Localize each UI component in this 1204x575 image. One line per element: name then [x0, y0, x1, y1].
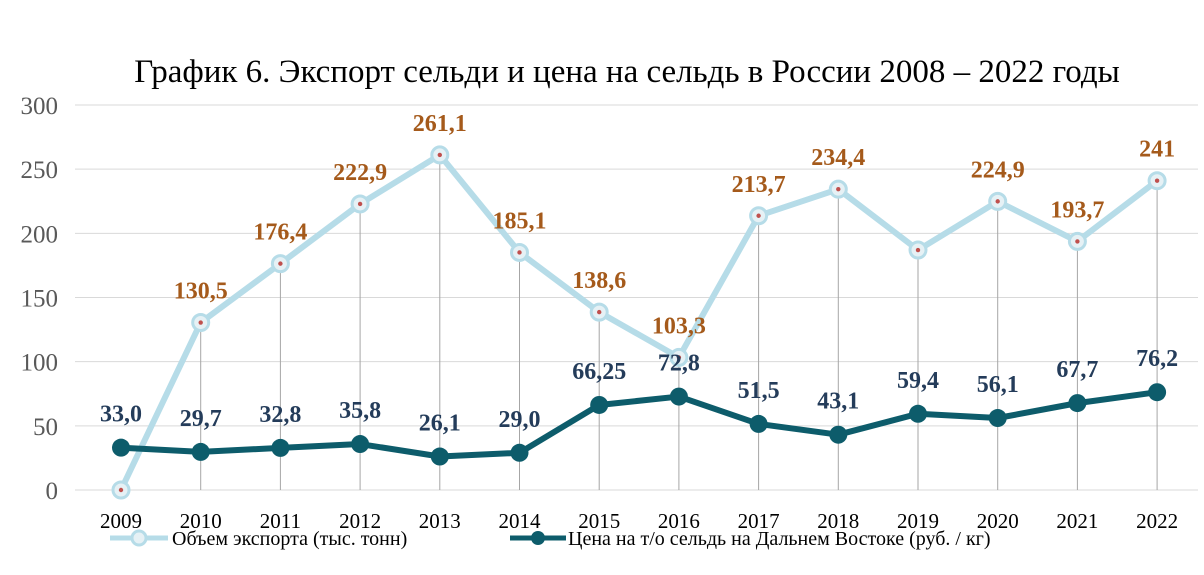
price-point — [271, 438, 290, 457]
price-point — [988, 409, 1007, 428]
price-data-label: 76,2 — [1136, 346, 1178, 372]
legend-marker-price — [531, 531, 545, 545]
price-data-label: 67,7 — [1056, 357, 1098, 383]
export-data-label: 103,3 — [652, 313, 706, 339]
export-point — [836, 186, 841, 192]
chart-legend: Объем экспорта (тыс. тонн) Цена на т/о с… — [110, 528, 991, 550]
price-data-label: 56,1 — [977, 372, 1019, 398]
x-tick-label: 2017 — [738, 509, 780, 533]
price-data-label: 35,8 — [339, 398, 381, 424]
y-tick-label: 50 — [33, 414, 58, 441]
legend-label-price: Цена на т/о сельдь на Дальнем Востоке (р… — [568, 528, 991, 550]
price-data-label: 72,8 — [658, 351, 700, 377]
export-data-label: 193,7 — [1050, 197, 1104, 223]
export-data-label: 185,1 — [493, 208, 547, 234]
legend-label-export: Объем экспорта (тыс. тонн) — [172, 528, 407, 550]
x-tick-label: 2011 — [260, 509, 301, 533]
export-data-label: 224,9 — [971, 157, 1025, 183]
price-point — [351, 435, 370, 454]
price-point — [1068, 394, 1087, 413]
y-tick-label: 300 — [21, 93, 59, 120]
price-data-label: 51,5 — [738, 378, 780, 404]
price-point — [510, 443, 529, 462]
price-data-label: 29,7 — [180, 406, 222, 432]
export-point — [756, 213, 761, 218]
y-tick-label: 200 — [21, 221, 59, 248]
price-point — [430, 447, 449, 466]
export-point — [278, 261, 283, 266]
price-point — [191, 442, 210, 461]
x-tick-label: 2018 — [817, 509, 859, 533]
series-export-line — [118, 151, 1159, 492]
export-point — [517, 250, 522, 255]
x-tick-label: 2016 — [658, 509, 700, 533]
x-tick-label: 2021 — [1056, 509, 1098, 533]
x-tick-label: 2022 — [1136, 509, 1178, 533]
chart-title: График 6. Экспорт сельди и цена на сельд… — [134, 54, 1120, 90]
legend-item-export: Объем экспорта (тыс. тонн) — [110, 528, 407, 550]
price-data-label: 26,1 — [419, 411, 461, 437]
x-tick-label: 2014 — [499, 509, 542, 533]
legend-item-price: Цена на т/о сельдь на Дальнем Востоке (р… — [510, 528, 991, 550]
export-point — [437, 152, 442, 158]
x-tick-label: 2013 — [419, 509, 461, 533]
price-point — [749, 414, 768, 433]
price-point — [829, 425, 848, 444]
x-tick-label: 2015 — [578, 509, 620, 533]
price-point — [909, 404, 927, 423]
price-data-label: 32,8 — [259, 402, 301, 428]
export-point — [597, 309, 602, 315]
export-point — [357, 201, 363, 207]
export-data-label: 176,4 — [253, 220, 307, 246]
x-axis-ticks: 2009 2010 2011 2012 2013 2014 2015 2016 2017 2018… — [100, 509, 1178, 533]
price-point — [590, 395, 609, 414]
legend-marker-export — [130, 529, 148, 547]
export-point — [995, 199, 1000, 204]
x-tick-label: 2020 — [977, 509, 1019, 533]
series-price-line — [120, 389, 1158, 460]
export-point — [1154, 178, 1160, 183]
y-tick-label: 100 — [21, 350, 59, 377]
y-tick-label: 0 — [46, 478, 59, 505]
y-axis-ticks: 0 50 100 150 200 250 300 — [21, 93, 59, 505]
x-tick-label: 2019 — [897, 509, 939, 533]
price-point — [669, 387, 688, 406]
export-data-label: 261,1 — [413, 111, 467, 137]
export-data-label: 234,4 — [811, 145, 865, 171]
price-point — [1148, 383, 1167, 402]
export-point — [118, 487, 124, 493]
price-data-label: 29,0 — [499, 407, 541, 433]
series-export: 130,5 176,4 222,9 261,1 185,1 138,6 103,3 213,7… — [111, 111, 1175, 500]
x-tick-label: 2009 — [100, 509, 142, 533]
export-point — [915, 247, 921, 253]
series-price: 33,0 29,7 32,8 35,8 26,1 29,0 66,25 72,8 51,5 43,… — [100, 346, 1178, 466]
export-point — [676, 355, 682, 360]
export-data-label: 138,6 — [572, 268, 626, 294]
x-tick-label: 2010 — [180, 509, 222, 533]
y-tick-label: 150 — [21, 286, 59, 313]
x-tick-label: 2012 — [339, 509, 381, 533]
export-data-label: 213,7 — [732, 172, 786, 198]
price-point — [112, 438, 130, 457]
export-point — [1075, 239, 1080, 244]
price-data-label: 33,0 — [100, 402, 142, 428]
export-data-label: 222,9 — [333, 160, 387, 186]
export-data-label: 241 — [1139, 137, 1175, 163]
export-data-label: 130,5 — [174, 279, 228, 305]
price-data-label: 43,1 — [817, 389, 859, 415]
chart-gridlines — [75, 104, 1198, 491]
price-data-label: 66,25 — [572, 359, 626, 385]
export-point — [198, 320, 203, 325]
y-tick-label: 250 — [21, 157, 59, 184]
price-data-label: 59,4 — [897, 368, 939, 394]
